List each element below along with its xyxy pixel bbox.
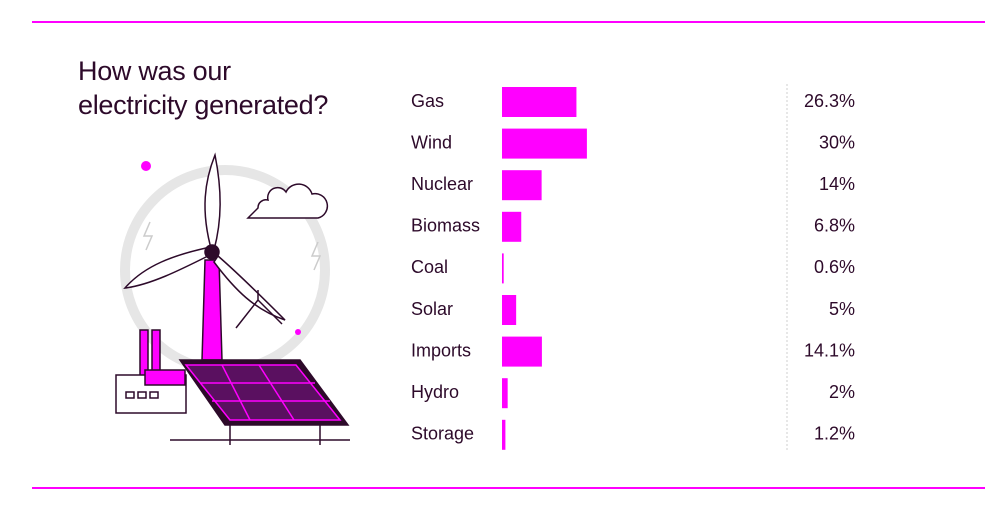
value-label: 14.1% [804, 340, 855, 360]
bar [502, 253, 504, 284]
bar [502, 87, 577, 117]
value-label: 6.8% [814, 216, 855, 236]
bar [502, 211, 522, 242]
value-label: 26.3% [804, 91, 855, 111]
value-label: 14% [819, 174, 855, 194]
bar [502, 295, 517, 325]
bar [502, 128, 587, 159]
category-label: Wind [411, 132, 452, 152]
bar [502, 336, 542, 367]
category-label: Imports [411, 340, 471, 360]
bar [502, 419, 506, 450]
bar [502, 378, 508, 409]
value-label: 0.6% [814, 257, 855, 277]
value-label: 5% [829, 299, 855, 319]
category-label: Solar [411, 299, 453, 319]
value-label: 30% [819, 132, 855, 152]
category-label: Nuclear [411, 174, 473, 194]
value-label: 2% [829, 382, 855, 402]
category-label: Storage [411, 424, 474, 444]
category-label: Coal [411, 257, 448, 277]
category-label: Hydro [411, 382, 459, 402]
illustration [115, 152, 350, 445]
value-label: 1.2% [814, 424, 855, 444]
category-label: Biomass [411, 216, 480, 236]
bar [502, 170, 542, 201]
chart-title: How was our electricity generated? [78, 56, 329, 120]
category-label: Gas [411, 91, 444, 111]
